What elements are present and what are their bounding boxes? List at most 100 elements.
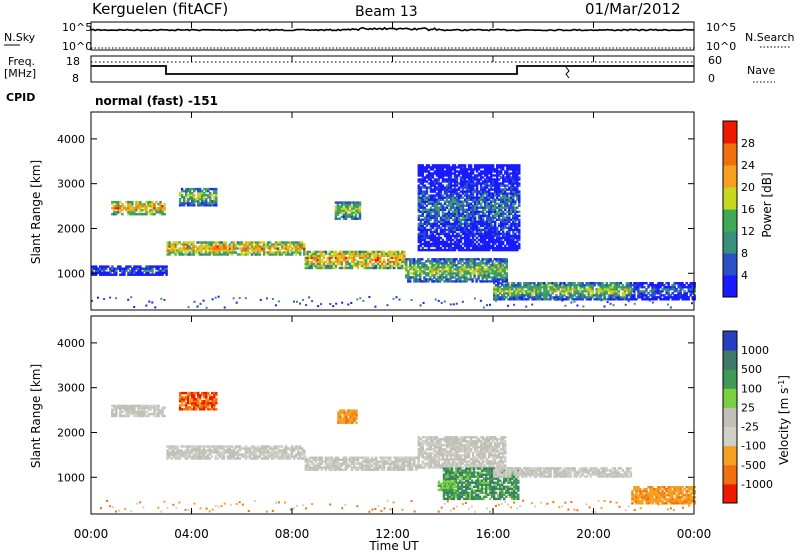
echo-cell: [447, 258, 450, 261]
echo-cell: [605, 288, 608, 291]
echo-cell: [431, 208, 435, 211]
echo-cell: [467, 190, 471, 193]
echo-cell: [419, 276, 422, 279]
echo-cell: [429, 232, 433, 236]
echo-cell: [445, 270, 448, 273]
echo-cell: [488, 188, 491, 191]
echo-cell: [587, 294, 590, 297]
echo-cell: [510, 164, 513, 167]
echo-cell: [475, 186, 479, 189]
echo-cell: [500, 166, 503, 169]
echo-cell: [479, 234, 483, 238]
echo-cell: [429, 244, 433, 248]
echo-cell: [232, 245, 236, 248]
echo-cell: [506, 232, 509, 236]
echo-cell: [362, 266, 366, 270]
echo-cell: [667, 292, 670, 295]
echo-cell: [439, 206, 443, 209]
echo-cell: [123, 406, 126, 410]
echo-cell: [166, 247, 169, 250]
echo-cell: [334, 215, 338, 218]
echo-cell: [498, 244, 501, 248]
echo-cell: [386, 304, 389, 307]
echo-cell: [545, 298, 548, 301]
echo-cell: [137, 412, 140, 416]
echo-cell: [494, 240, 497, 244]
echo-cell: [625, 282, 629, 285]
echo-cell: [503, 270, 506, 273]
echo-cell: [475, 248, 479, 252]
echo-cell: [117, 267, 120, 270]
echo-cell: [435, 228, 439, 232]
echo-cell: [627, 290, 631, 293]
echo-cell: [137, 207, 140, 210]
echo-cell: [455, 246, 459, 250]
echo-cell: [514, 200, 517, 203]
echo-cell: [490, 232, 493, 236]
echo-cell: [465, 190, 469, 193]
echo-cell: [531, 294, 534, 297]
echo-cell: [200, 241, 203, 244]
echo-cell: [495, 268, 498, 271]
echo-cell: [449, 176, 453, 179]
echo-cell: [497, 284, 500, 287]
echo-cell: [504, 212, 507, 215]
echo-cell: [180, 249, 183, 252]
velocity-echo-cells: [100, 391, 696, 513]
echo-cell: [453, 260, 456, 263]
echo-cell: [301, 243, 304, 246]
echo-cell: [352, 252, 356, 256]
echo-cell: [455, 192, 459, 195]
echo-cell: [490, 200, 493, 203]
echo-cell: [457, 214, 461, 217]
echo-cell: [603, 284, 606, 287]
echo-cell: [514, 232, 517, 236]
echo-cell: [330, 264, 334, 268]
echo-cell: [467, 168, 471, 171]
echo-cell: [459, 196, 463, 199]
echo-cell: [131, 410, 134, 414]
echo-cell: [427, 186, 431, 189]
echo-cell: [435, 260, 438, 263]
echo-cell: [208, 449, 211, 452]
echo-cell: [496, 228, 499, 232]
echo-cell: [433, 202, 437, 205]
echo-cell: [306, 250, 309, 254]
echo-cell: [304, 264, 307, 268]
echo-cell: [274, 253, 278, 256]
echo-cell: [483, 274, 486, 277]
echo-cell: [559, 294, 562, 297]
echo-cell: [525, 290, 528, 293]
echo-cell: [463, 166, 467, 169]
echo-cell: [469, 226, 473, 230]
echo-cell: [453, 258, 456, 261]
echo-cell: [463, 178, 467, 181]
echo-cell: [431, 190, 435, 193]
echo-cell: [504, 234, 507, 238]
echo-cell: [453, 248, 457, 252]
echo-cell: [494, 216, 497, 219]
echo-cell: [95, 265, 98, 268]
echo-cell: [512, 242, 515, 246]
echo-cell: [344, 256, 348, 260]
echo-cell: [161, 211, 164, 214]
echo-cell: [431, 182, 435, 185]
echo-cell: [342, 254, 346, 258]
echo-cell: [569, 294, 572, 297]
echo-cell: [445, 240, 449, 244]
echo-cell: [395, 252, 398, 256]
echo-cell: [372, 258, 376, 262]
echo-cell: [293, 241, 296, 244]
echo-cell: [297, 241, 300, 244]
echo-cell: [441, 216, 445, 219]
echo-cell: [449, 244, 453, 248]
echo-cell: [497, 282, 500, 285]
echo-cell: [505, 282, 508, 285]
echo-cell: [657, 503, 660, 506]
echo-cell: [513, 303, 516, 306]
echo-cell: [508, 182, 511, 185]
echo-cell: [589, 290, 592, 293]
echo-cell: [665, 296, 668, 299]
echo-cell: [492, 228, 495, 232]
echo-cell: [527, 290, 530, 293]
